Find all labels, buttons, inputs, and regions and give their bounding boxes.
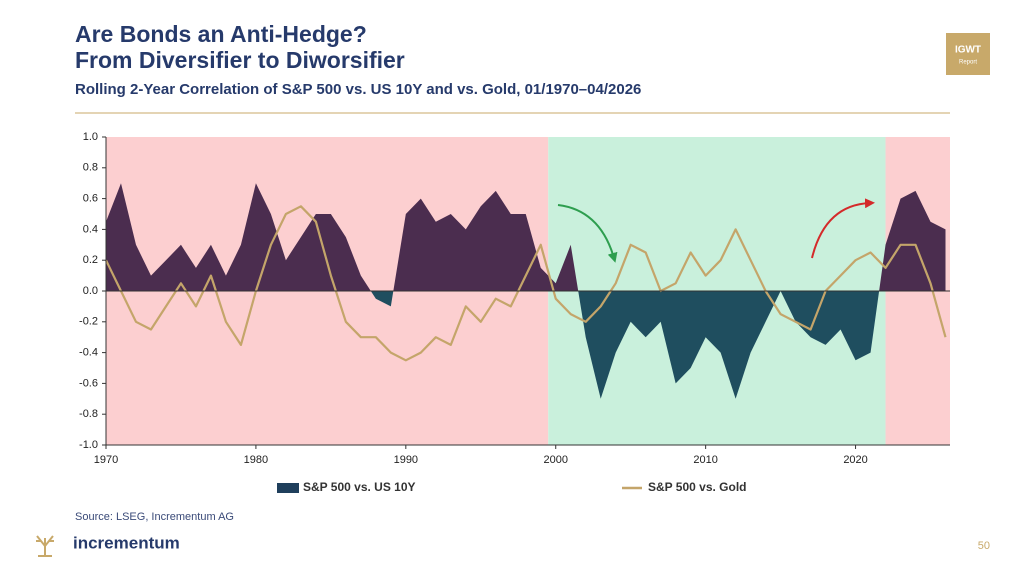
legend-label: S&P 500 vs. US 10Y	[303, 480, 416, 494]
legend-label: S&P 500 vs. Gold	[648, 480, 747, 494]
x-tick-label: 2000	[543, 454, 567, 466]
arrow	[811, 198, 875, 259]
y-tick-label: 0.0	[83, 285, 98, 297]
y-tick-label: -0.6	[79, 377, 98, 389]
plot: -1.0 -0.8 -0.6 -0.4 -0.2 0.0 0.2 0.4 0.6 0.8 1.0 19…	[79, 131, 950, 494]
y-tick-label: 0.8	[83, 162, 98, 174]
title: Are Bonds an Anti-Hedge?	[75, 21, 367, 47]
logo-text: incrementum	[73, 533, 180, 552]
arrow	[557, 204, 618, 263]
legend-swatch	[277, 483, 299, 493]
y-tick-label: -0.2	[79, 316, 98, 328]
source: Source: LSEG, Incrementum AG	[75, 511, 234, 523]
y-tick-label: -0.4	[79, 347, 98, 359]
y-tick-label: 0.2	[83, 254, 98, 266]
y-tick-label: -1.0	[79, 439, 98, 451]
y-tick-label: 0.4	[83, 223, 98, 235]
y-tick-label: 0.6	[83, 193, 98, 205]
badge	[946, 33, 990, 75]
y-tick-label: 1.0	[83, 131, 98, 143]
logo-icon	[36, 535, 54, 557]
x-tick-label: 1970	[94, 454, 118, 466]
badge-text: Report	[959, 60, 977, 66]
x-tick-label: 1980	[244, 454, 268, 466]
x-tick-label: 2010	[693, 454, 717, 466]
x-tick-label: 2020	[843, 454, 867, 466]
badge-text: IGWT	[955, 45, 981, 56]
x-tick-label: 1990	[394, 454, 418, 466]
line	[105, 205, 947, 362]
page-number: 50	[978, 540, 990, 552]
subtitle: Rolling 2-Year Correlation of S&P 500 vs…	[75, 81, 641, 98]
y-tick-label: -0.8	[79, 408, 98, 420]
title: From Diversifier to Diworsifier	[75, 47, 405, 73]
